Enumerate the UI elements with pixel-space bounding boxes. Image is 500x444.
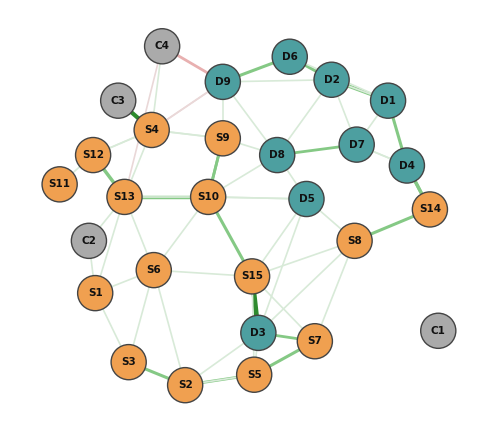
Text: D6: D6: [282, 52, 298, 62]
Text: D2: D2: [324, 75, 340, 85]
Text: S2: S2: [178, 380, 192, 390]
Text: S6: S6: [146, 265, 161, 275]
Circle shape: [136, 253, 172, 288]
Circle shape: [390, 148, 424, 183]
Text: S14: S14: [419, 204, 441, 214]
Text: D7: D7: [348, 139, 364, 150]
Text: S3: S3: [122, 357, 136, 367]
Text: D5: D5: [298, 194, 314, 204]
Circle shape: [42, 167, 77, 202]
Text: S11: S11: [48, 179, 70, 189]
Text: S9: S9: [216, 133, 230, 143]
Text: C3: C3: [111, 95, 126, 106]
Text: C1: C1: [431, 326, 446, 336]
Circle shape: [76, 138, 110, 173]
Circle shape: [205, 121, 240, 156]
Circle shape: [272, 39, 308, 74]
Circle shape: [190, 179, 226, 214]
Text: D8: D8: [270, 150, 285, 160]
Text: D3: D3: [250, 328, 266, 338]
Circle shape: [289, 182, 324, 217]
Circle shape: [234, 259, 270, 294]
Circle shape: [314, 62, 349, 97]
Circle shape: [420, 313, 456, 349]
Circle shape: [236, 357, 272, 392]
Circle shape: [260, 138, 295, 173]
Circle shape: [72, 223, 106, 258]
Text: S1: S1: [88, 288, 102, 298]
Circle shape: [298, 324, 332, 359]
Text: S12: S12: [82, 150, 104, 160]
Text: S4: S4: [144, 125, 159, 135]
Text: D4: D4: [399, 161, 415, 170]
Circle shape: [107, 179, 142, 214]
Circle shape: [144, 29, 180, 64]
Text: S15: S15: [241, 271, 263, 281]
Text: S10: S10: [197, 192, 219, 202]
Text: C2: C2: [82, 236, 96, 246]
Circle shape: [168, 368, 202, 403]
Circle shape: [78, 276, 113, 311]
Circle shape: [339, 127, 374, 162]
Text: D1: D1: [380, 95, 396, 106]
Text: D9: D9: [215, 77, 230, 87]
Text: S8: S8: [347, 236, 362, 246]
Text: S5: S5: [247, 370, 262, 380]
Circle shape: [337, 223, 372, 258]
Circle shape: [370, 83, 406, 118]
Circle shape: [111, 345, 146, 380]
Text: S7: S7: [308, 336, 322, 346]
Circle shape: [205, 64, 240, 99]
Text: C4: C4: [154, 41, 170, 51]
Circle shape: [412, 192, 448, 227]
Circle shape: [134, 112, 170, 147]
Text: S13: S13: [114, 192, 136, 202]
Circle shape: [100, 83, 136, 118]
Circle shape: [241, 315, 276, 350]
